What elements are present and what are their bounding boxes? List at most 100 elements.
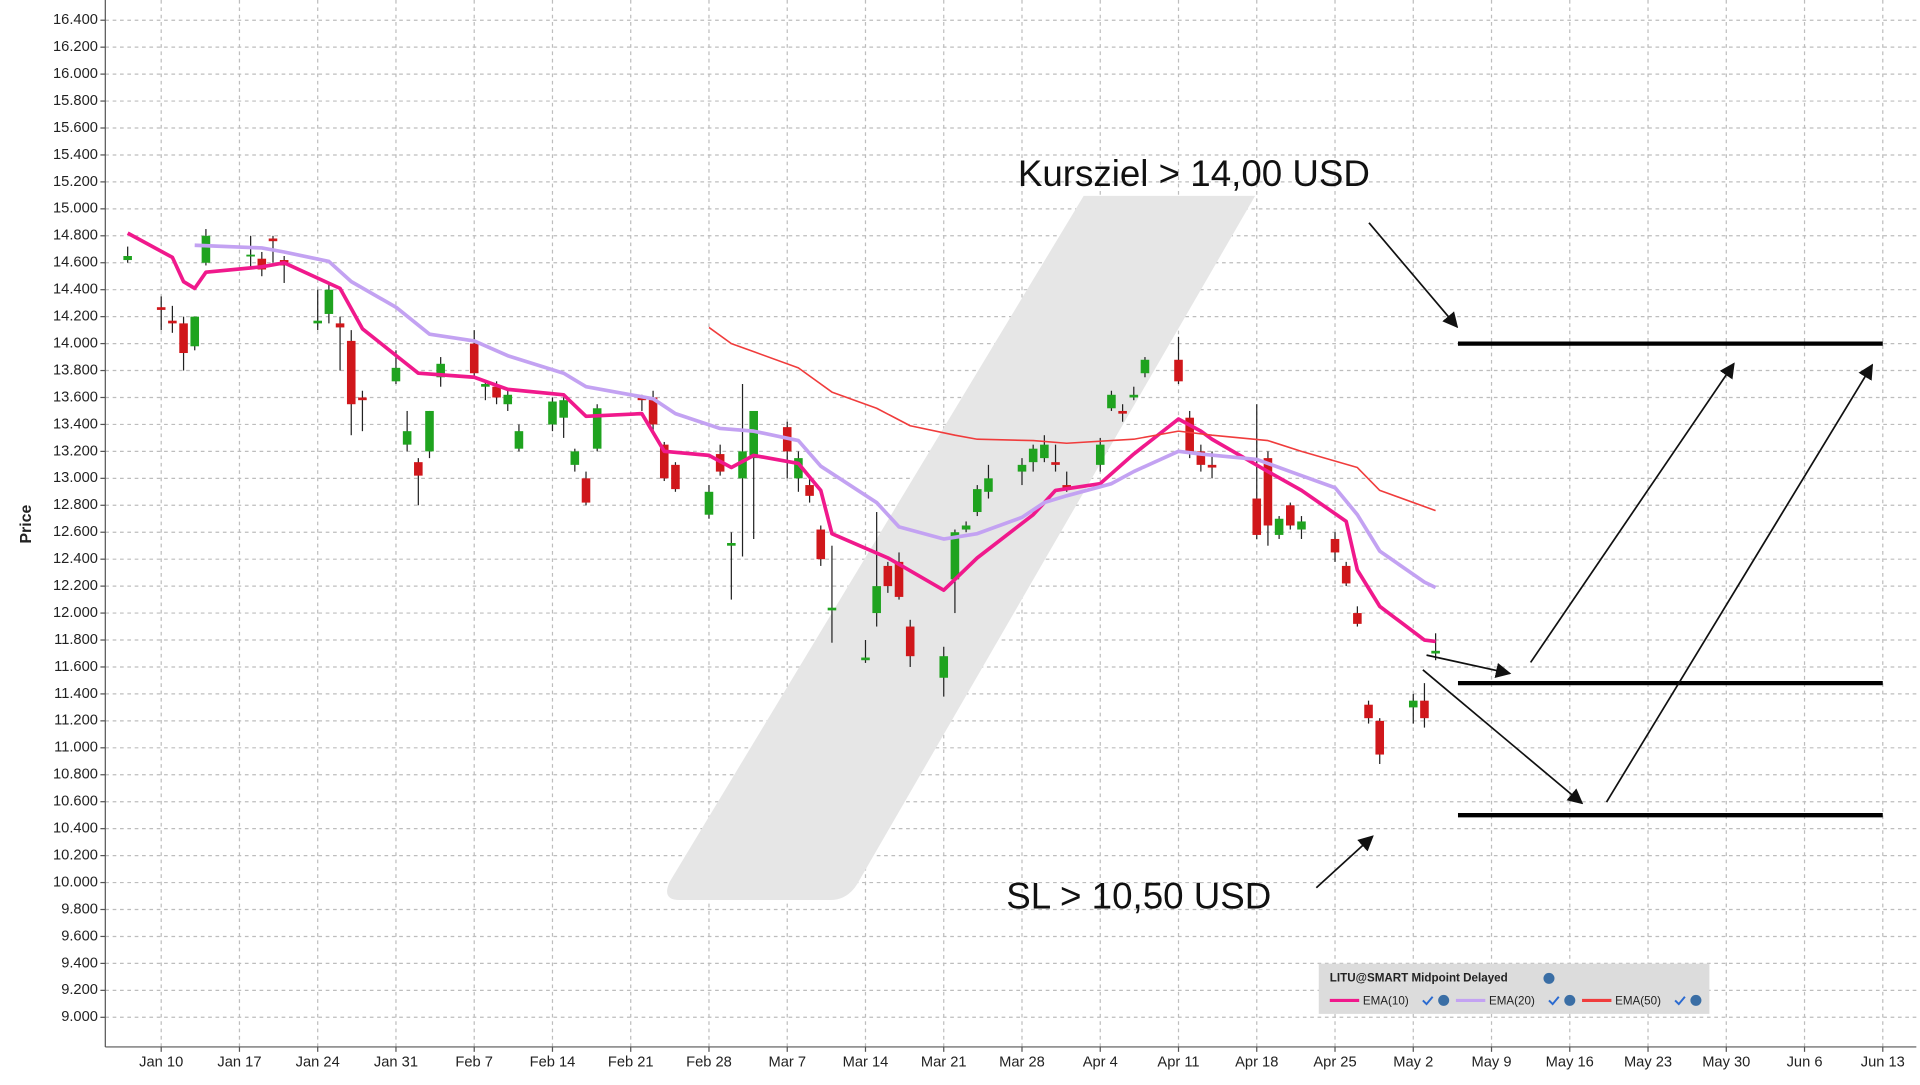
candle-body (514, 431, 524, 449)
x-tick-label: Feb 21 (608, 1055, 654, 1071)
candle-body (1095, 444, 1105, 465)
candle-body (905, 626, 915, 657)
x-tick-label: Apr 18 (1235, 1055, 1278, 1071)
legend: LITU@SMART Midpoint Delayed EMA(10) EMA(2… (1318, 963, 1710, 1014)
y-tick-label: 10.600 (53, 794, 98, 810)
ema-line (708, 326, 1436, 512)
y-tick-label: 9.400 (61, 955, 98, 971)
plot (123, 229, 1883, 818)
legend-check (1422, 996, 1434, 1006)
candle-body (939, 656, 949, 678)
candle-body (503, 394, 513, 405)
legend-label: EMA(20) (1489, 995, 1535, 1008)
arrow (1368, 222, 1459, 329)
legend-check (1674, 996, 1686, 1006)
y-tick-label: 9.800 (61, 901, 98, 917)
candle-body (1118, 410, 1127, 414)
x-tick-label: Jan 10 (139, 1055, 183, 1071)
candle-body (469, 343, 479, 374)
candle-body (738, 451, 747, 479)
candle-body (570, 451, 580, 465)
candle-body (201, 235, 211, 263)
candle-body (961, 525, 971, 530)
candle-body (1051, 462, 1060, 465)
candle-body (1420, 700, 1429, 719)
x-tick-label: Apr 25 (1313, 1055, 1356, 1071)
y-tick-label: 12.000 (53, 605, 98, 621)
y-tick-label: 12.800 (53, 497, 98, 513)
candle-body (659, 444, 669, 479)
y-tick-label: 15.400 (53, 147, 98, 163)
y-tick-label: 14.000 (53, 335, 98, 351)
candle-body (1129, 394, 1139, 398)
candle-body (637, 397, 647, 401)
candle-body (805, 485, 814, 496)
y-tick-label: 10.800 (53, 767, 98, 783)
legend-icon (1564, 994, 1576, 1006)
y-tick-label: 14.400 (53, 282, 98, 298)
candle-body (156, 307, 166, 310)
y-tick-label: 9.200 (61, 982, 98, 998)
x-tick-label: Jan 24 (296, 1055, 340, 1071)
arrow (1529, 362, 1735, 663)
arrow (1605, 363, 1874, 803)
candle-body (1341, 565, 1351, 584)
arrows (1315, 222, 1874, 889)
candle-body (346, 340, 356, 405)
x-tick-label: Apr 4 (1083, 1055, 1118, 1071)
y-tick-label: 14.200 (53, 309, 98, 325)
candle-body (168, 320, 177, 324)
candle-body (123, 256, 132, 261)
candle-body (883, 565, 893, 587)
candle-body (827, 607, 837, 611)
candle-body (1286, 505, 1295, 526)
x-tick-label: May 23 (1624, 1055, 1672, 1071)
legend-title: LITU@SMART Midpoint Delayed (1330, 971, 1508, 984)
x-tick-label: Mar 28 (999, 1055, 1045, 1071)
candle-body (1174, 359, 1183, 382)
x-tick-label: May 30 (1702, 1055, 1750, 1071)
y-tick-label: 12.400 (53, 551, 98, 567)
annotation: SL > 10,50 USD (1006, 875, 1271, 916)
y-tick-label: 11.000 (54, 740, 98, 756)
x-tick-label: Mar 14 (843, 1055, 889, 1071)
y-tick-label: 15.600 (53, 120, 98, 136)
y-tick-label: 16.000 (53, 66, 98, 82)
y-tick-label: 14.600 (53, 255, 98, 271)
candle-body (414, 462, 423, 476)
y-tick-label: 12.200 (53, 578, 98, 594)
y-tick-label: 10.400 (53, 821, 98, 837)
legend-icon (1438, 994, 1450, 1006)
ema-line (126, 231, 1436, 644)
candle-body (749, 410, 758, 459)
candle-body (1207, 464, 1217, 468)
candle-body (581, 478, 591, 503)
candle-body (861, 657, 870, 661)
y-tick-label: 15.200 (53, 174, 98, 190)
y-tick-label: 14.800 (53, 228, 98, 244)
candle-body (391, 367, 401, 382)
y-tick-label: 11.800 (54, 632, 98, 648)
y-axis-label: Price (18, 504, 35, 543)
annotation: Kursziel > 14,00 USD (1018, 153, 1370, 194)
y-tick-label: 10.200 (53, 847, 98, 863)
candle-body (1353, 613, 1362, 624)
candle-body (1274, 518, 1284, 535)
y-tick-label: 12.600 (53, 524, 98, 540)
legend-check (1548, 996, 1560, 1006)
candle-body (972, 489, 982, 513)
candle-body (268, 238, 278, 242)
candle-body (1375, 720, 1385, 755)
candle-body (704, 491, 714, 515)
legend-icon (1690, 994, 1702, 1006)
candle-body (1252, 498, 1262, 535)
y-tick-label: 16.400 (53, 12, 98, 28)
candle-body (313, 320, 322, 324)
candle-body (335, 323, 345, 328)
candle-body (1263, 458, 1273, 526)
candle-body (894, 561, 904, 597)
y-tick-label: 15.000 (53, 201, 98, 217)
y-tick-label: 15.800 (53, 93, 98, 109)
candle-body (179, 323, 188, 354)
